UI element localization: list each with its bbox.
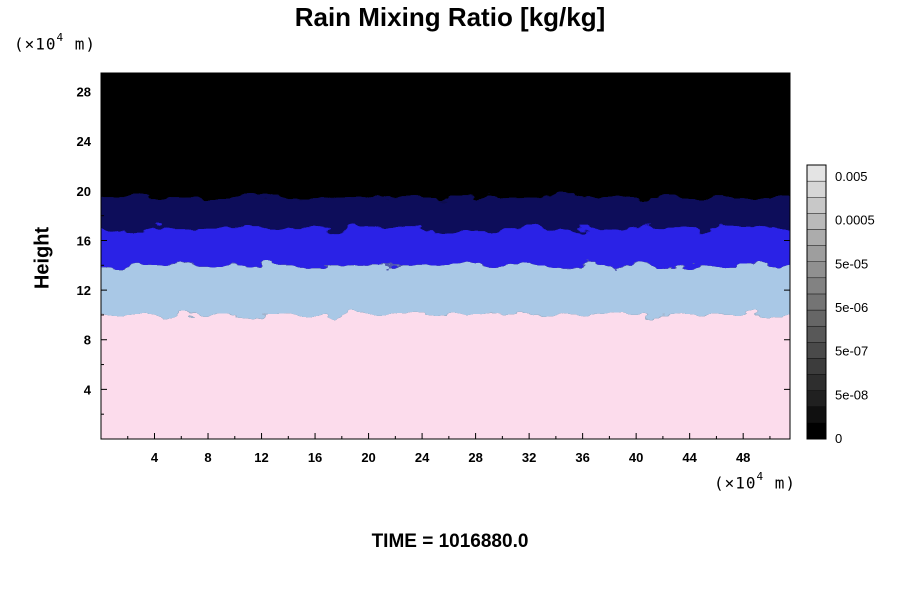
colorbar-swatch [806,374,827,391]
colorbar-frame [806,164,827,440]
colorbar-swatch [806,293,827,311]
y-axis-unit: (×104 m) [14,31,97,54]
y-axis: 4 8 12 16 20 24 28 [77,85,790,415]
colorbar-swatch [806,180,827,198]
x-tick-label: 36 [575,450,589,465]
layer-lower [101,314,790,439]
colorbar-swatch [806,261,827,279]
x-tick-label: 4 [151,450,159,465]
x-axis: 4 8 12 16 20 24 28 32 36 40 44 48 [127,73,771,465]
colorbar-swatch [806,277,827,295]
plot-frame [100,72,791,440]
x-tick-label: 20 [361,450,375,465]
x-tick-label: 12 [254,450,268,465]
x-tick-label: 24 [415,450,430,465]
colorbar: 0 5e-08 5e-07 5e-06 5e-05 0.0005 0.005 [806,164,875,446]
heatmap-field [101,73,790,439]
y-tick-label: 12 [77,283,91,298]
colorbar-label: 5e-06 [835,300,868,315]
x-tick-label: 48 [736,450,750,465]
chart-title: Rain Mixing Ratio [kg/kg] [294,2,606,32]
colorbar-label: 0 [835,431,842,446]
x-axis-unit: (×104 m) [714,470,797,493]
colorbar-swatch [806,229,827,246]
colorbar-swatch [806,325,827,343]
x-tick-label: 16 [308,450,322,465]
y-tick-label: 28 [77,85,91,100]
layer-upper [101,197,790,229]
colorbar-swatch [806,406,827,424]
y-tick-label: 16 [77,233,91,248]
layer-transition [101,265,790,315]
colorbar-label: 5e-07 [835,344,868,359]
colorbar-swatch [806,309,827,327]
y-tick-label: 4 [84,382,92,397]
colorbar-label: 0.0005 [835,213,875,228]
colorbar-swatch [806,164,827,182]
x-tick-label: 44 [682,450,697,465]
colorbar-swatch [806,342,827,359]
colorbar-swatch [806,245,827,262]
colorbar-swatch [806,197,827,214]
colorbar-label: 0.005 [835,169,868,184]
layer-top [101,73,790,198]
y-tick-label: 24 [77,134,92,149]
colorbar-swatch [806,390,827,407]
colorbar-label: 5e-08 [835,387,868,402]
y-tick-label: 20 [77,184,91,199]
colorbar-swatch [806,213,827,230]
field-layers [101,73,790,439]
colorbar-swatch [806,422,827,440]
x-tick-label: 32 [522,450,536,465]
x-tick-label: 40 [629,450,643,465]
layer-mid [101,228,790,266]
colorbar-label: 5e-05 [835,256,868,271]
y-tick-label: 8 [84,333,91,348]
x-tick-label: 8 [204,450,211,465]
colorbar-swatch [806,358,827,375]
time-readout: TIME = 1016880.0 [371,531,529,552]
x-tick-label: 28 [468,450,482,465]
